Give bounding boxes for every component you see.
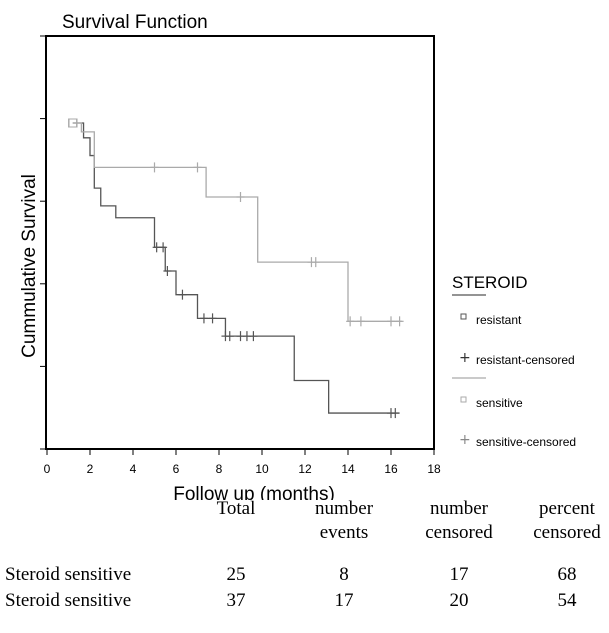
x-axis-ticks: 0 2 4 6 8 10 12 14 16 18 [44, 449, 441, 476]
censor-mark-resistant [159, 242, 168, 253]
x-tick-label: 18 [427, 462, 441, 476]
col-header-total: Total [217, 497, 256, 521]
table-cell: 25 [226, 564, 246, 585]
survival-curves [68, 118, 402, 414]
x-tick-label: 4 [130, 462, 137, 476]
legend-label-sensitive-censored: sensitive-censored [476, 435, 576, 449]
x-tick-label: 12 [298, 462, 312, 476]
col-header-number-censored: number censored [425, 497, 493, 545]
censor-mark-sensitive [150, 162, 159, 173]
col-header-percent-censored: percent censored [533, 497, 601, 545]
legend-label-resistant-censored: resistant-censored [476, 353, 575, 367]
x-tick-label: 14 [341, 462, 355, 476]
summary-table: Total number events number censored perc… [0, 497, 609, 633]
table-row-label: Steroid sensitive [5, 590, 132, 611]
legend-marker-resistant-censored: + [459, 350, 471, 366]
col-header-line2: events [319, 522, 369, 543]
censor-mark-resistant [391, 408, 400, 419]
censor-mark-resistant [178, 289, 187, 300]
x-tick-label: 10 [255, 462, 269, 476]
x-tick-label: 8 [216, 462, 223, 476]
legend-marker-sensitive-censored: + [459, 432, 471, 448]
table-row-label: Steroid sensitive [5, 564, 132, 585]
plot-frame [45, 35, 435, 450]
censor-mark-resistant [163, 266, 172, 276]
legend-marker-resistant [460, 313, 467, 320]
censor-mark-sensitive [395, 316, 404, 327]
censor-mark-resistant [208, 313, 217, 324]
x-tick-label: 0 [44, 462, 51, 476]
legend: STEROID resistant + resistant-censored s… [452, 273, 576, 449]
x-tick-label: 2 [87, 462, 94, 476]
censor-marks [150, 162, 404, 419]
legend-title: STEROID [452, 273, 528, 292]
legend-label-resistant: resistant [476, 313, 522, 327]
col-header-line1: number [314, 498, 374, 519]
col-header-line1: Total [216, 498, 256, 519]
table-cell: 37 [226, 590, 246, 611]
censor-mark-sensitive [193, 162, 202, 173]
x-axis-label: Follow up (months) [173, 484, 335, 500]
y-axis-ticks [40, 35, 46, 450]
censor-mark-sensitive [236, 192, 245, 202]
col-header-line2: censored [533, 522, 601, 543]
censor-mark-sensitive [387, 316, 395, 327]
x-tick-label: 16 [384, 462, 398, 476]
series-line-sensitive [72, 122, 402, 322]
series-start-marker-sensitive [68, 118, 78, 128]
censor-mark-sensitive [356, 316, 365, 327]
table-cell: 17 [334, 590, 354, 611]
table-cell: 68 [557, 564, 577, 585]
censor-mark-resistant [199, 313, 208, 324]
censor-mark-resistant [225, 331, 234, 342]
col-header-line1: number [429, 498, 489, 519]
table-cell: 54 [557, 590, 577, 611]
legend-marker-sensitive [460, 396, 467, 403]
chart-title: Survival Function [62, 12, 208, 33]
col-header-line2: censored [425, 522, 493, 543]
x-tick-label: 6 [173, 462, 180, 476]
table-cell: 20 [449, 590, 469, 611]
table-cell: 8 [339, 564, 349, 585]
censor-mark-sensitive [311, 257, 320, 268]
censor-mark-sensitive [346, 316, 355, 327]
legend-label-sensitive: sensitive [476, 396, 523, 410]
col-header-number-events: number events [315, 497, 373, 545]
series-line-resistant [72, 122, 400, 414]
survival-chart: Survival Function 0 2 4 6 8 10 12 14 16 18 Cummul… [19, 12, 576, 500]
table-cell: 17 [449, 564, 469, 585]
censor-mark-resistant [249, 331, 258, 342]
col-header-line1: percent [539, 498, 595, 519]
y-axis-label: Cummulative Survival [19, 174, 40, 358]
